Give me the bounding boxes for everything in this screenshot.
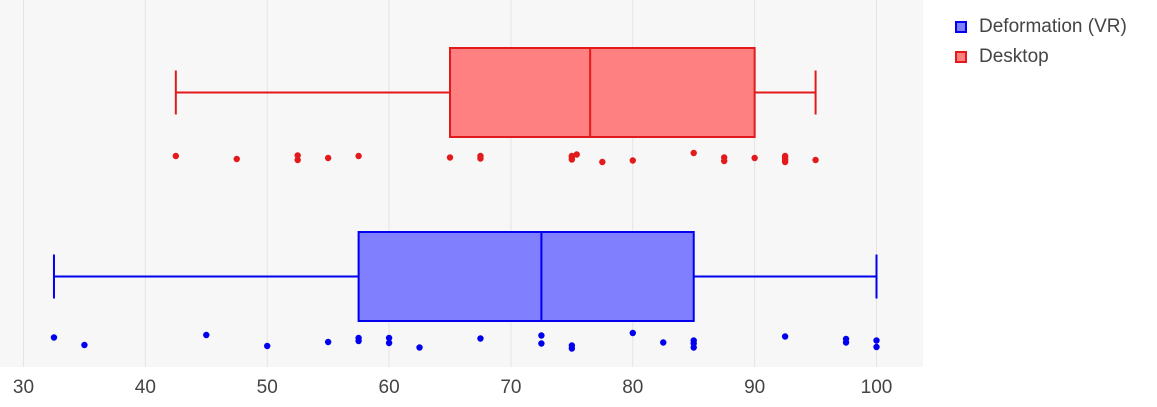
data-point-deformation-vr-4: [324, 338, 332, 346]
legend: Deformation (VR) Desktop: [955, 12, 1127, 72]
legend-item-deformation-vr[interactable]: Deformation (VR): [955, 12, 1127, 42]
x-tick-label-70: 70: [500, 377, 521, 398]
data-point-desktop-5: [355, 152, 362, 160]
data-point-deformation-vr-9: [416, 344, 423, 351]
data-points: [50, 149, 880, 352]
data-point-deformation-vr-0: [50, 334, 58, 341]
data-point-desktop-2: [294, 152, 301, 159]
box-body-desktop: [449, 47, 756, 138]
data-point-deformation-vr-20: [781, 333, 789, 340]
data-point-deformation-vr-6: [355, 337, 362, 345]
box-desktop: [174, 47, 817, 138]
data-point-desktop-6: [446, 154, 454, 161]
legend-item-desktop[interactable]: Desktop: [955, 42, 1127, 72]
x-tick-label-100: 100: [861, 377, 893, 398]
data-point-deformation-vr-8: [385, 339, 393, 347]
data-point-desktop-18: [751, 154, 758, 162]
data-point-desktop-11: [568, 156, 576, 163]
box-groups: [52, 47, 878, 322]
legend-label-deformation-vr: Deformation (VR): [979, 16, 1127, 37]
data-point-desktop-22: [781, 158, 789, 166]
x-tick-label-60: 60: [379, 377, 400, 398]
data-point-desktop-0: [172, 152, 180, 160]
data-point-desktop-23: [812, 156, 819, 164]
data-point-desktop-12: [573, 151, 580, 158]
box-deformation-vr: [52, 231, 878, 322]
data-point-desktop-13: [599, 158, 606, 166]
data-point-deformation-vr-1: [81, 341, 88, 349]
box-plot-chart: 30 40 50 60 70 80 90 100: [12, 0, 893, 398]
data-point-deformation-vr-16: [660, 339, 667, 346]
data-point-deformation-vr-24: [873, 343, 880, 351]
data-point-deformation-vr-11: [538, 332, 545, 339]
x-tick-label-80: 80: [622, 377, 643, 398]
data-point-deformation-vr-15: [629, 329, 636, 337]
data-point-deformation-vr-19: [690, 344, 697, 351]
data-point-deformation-vr-23: [873, 337, 880, 344]
data-point-desktop-15: [690, 149, 697, 157]
box-body-deformation-vr: [357, 231, 695, 322]
data-point-desktop-17: [720, 157, 728, 165]
data-point-deformation-vr-14: [568, 345, 576, 352]
data-point-deformation-vr-7: [385, 334, 393, 342]
x-tick-label-30: 30: [13, 377, 34, 398]
x-tick-label-40: 40: [135, 377, 156, 398]
data-point-deformation-vr-2: [203, 331, 210, 339]
data-point-deformation-vr-12: [538, 340, 545, 347]
data-point-desktop-8: [477, 155, 484, 162]
data-point-desktop-14: [629, 157, 636, 164]
legend-swatch-desktop: [955, 51, 967, 63]
x-tick-labels: 30 40 50 60 70 80 90 100: [13, 377, 892, 398]
data-point-deformation-vr-10: [477, 335, 484, 342]
data-point-desktop-3: [294, 156, 301, 164]
legend-swatch-deformation-vr: [955, 21, 967, 33]
grid-lines: [23, 0, 877, 367]
x-tick-label-50: 50: [257, 377, 278, 398]
data-point-desktop-1: [233, 155, 240, 163]
data-point-deformation-vr-22: [842, 339, 850, 346]
x-tick-label-90: 90: [744, 377, 765, 398]
data-point-desktop-4: [324, 154, 332, 162]
legend-label-desktop: Desktop: [979, 46, 1049, 67]
data-point-deformation-vr-3: [264, 342, 271, 350]
